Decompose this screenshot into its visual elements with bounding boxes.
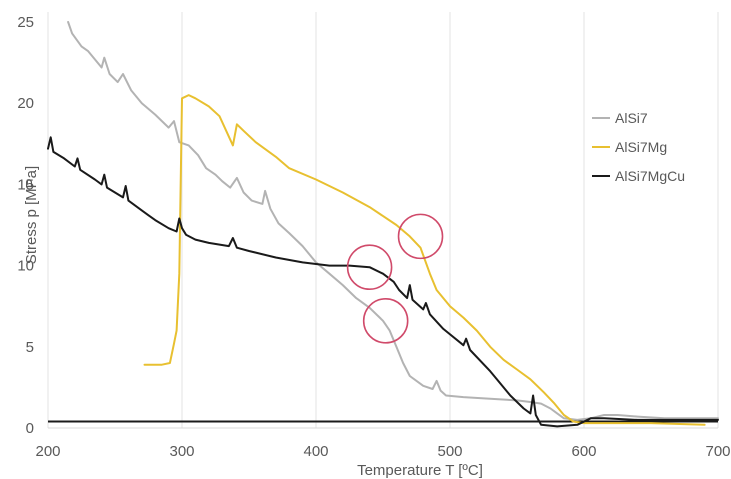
- legend-label: AlSi7MgCu: [615, 168, 685, 184]
- annotation-layer: [346, 213, 444, 344]
- series-layer: [47, 21, 719, 428]
- x-tick-label: 300: [169, 443, 194, 460]
- y-tick-label: 0: [26, 420, 34, 437]
- highlight-circle: [362, 298, 409, 344]
- y-tick-label: 10: [17, 258, 34, 275]
- y-tick-label: 25: [17, 14, 34, 31]
- highlight-circle: [346, 244, 393, 291]
- x-tick-label: 200: [35, 443, 60, 460]
- legend-label: AlSi7Mg: [615, 139, 667, 155]
- legend-label: AlSi7: [615, 110, 648, 126]
- series-line-alsi7mg: [143, 94, 706, 426]
- highlight-circle: [397, 213, 444, 260]
- x-tick-label: 500: [437, 443, 462, 460]
- y-tick-label: 20: [17, 95, 34, 112]
- y-axis-title: Stress p [MPa]: [23, 166, 40, 264]
- legend: AlSi7 AlSi7Mg AlSi7MgCu: [592, 110, 685, 184]
- grid-lines: [47, 12, 719, 429]
- series-line-alsi7mgcu: [47, 136, 719, 428]
- x-axis-title: Temperature T [ºC]: [357, 462, 483, 479]
- x-tick-label: 600: [571, 443, 596, 460]
- y-tick-label: 15: [17, 176, 34, 193]
- x-tick-label: 400: [303, 443, 328, 460]
- tick-labels: 200 300 400 500 600 700 0 5 10 15 20 25: [17, 14, 730, 460]
- x-tick-label: 700: [705, 443, 730, 460]
- y-tick-label: 5: [26, 339, 34, 356]
- series-line-alsi7: [67, 21, 719, 421]
